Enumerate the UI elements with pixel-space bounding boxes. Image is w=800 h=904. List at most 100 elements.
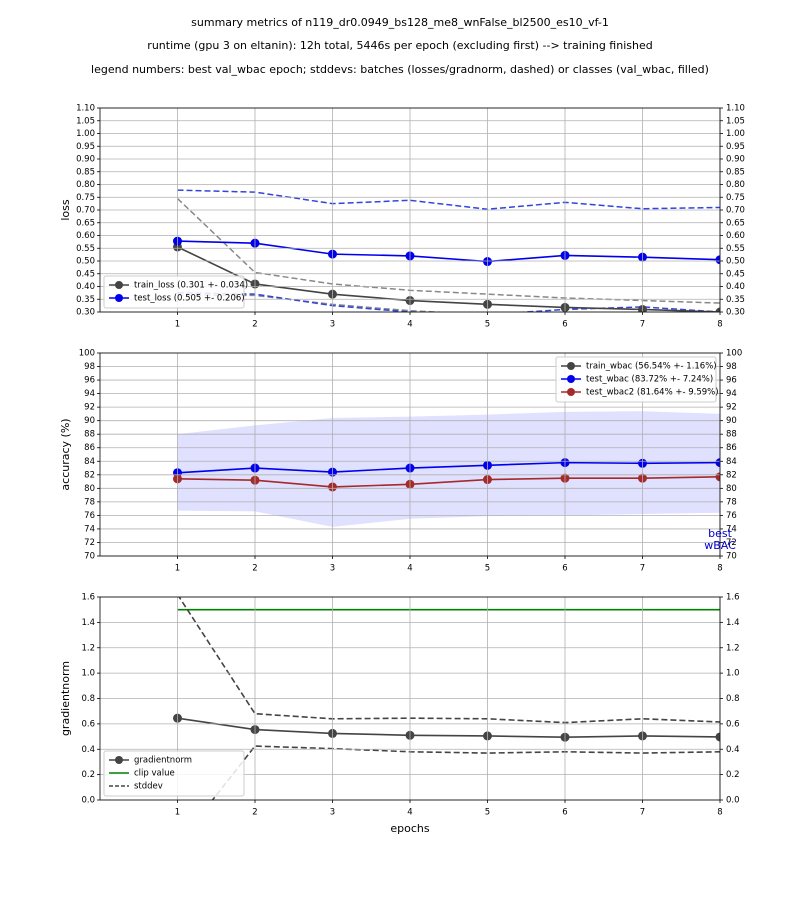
y-tick-label-right: 1.05	[726, 116, 745, 126]
legend-marker	[567, 362, 575, 370]
y-tick-label: 1.10	[76, 104, 95, 114]
y-tick-label: 0.40	[76, 282, 95, 292]
y-tick-label: 80	[84, 484, 95, 494]
y-tick-label-right: 88	[726, 430, 737, 440]
y-tick-label: 1.0	[81, 669, 95, 679]
y-tick-label: 0.0	[81, 796, 95, 806]
x-tick-label: 7	[640, 808, 645, 818]
title-line: legend numbers: best val_wbac epoch; std…	[91, 63, 709, 76]
series-line	[177, 246, 720, 312]
marker	[715, 732, 720, 742]
y-tick-label: 86	[84, 443, 95, 453]
y-tick-label: 0.8	[81, 694, 95, 704]
y-tick-label-right: 0.75	[726, 193, 745, 203]
y-tick-label-right: 94	[726, 389, 737, 399]
annotation: best	[708, 527, 732, 540]
axes-frame	[99, 352, 721, 557]
x-tick-label: 1	[175, 320, 180, 330]
legend-marker	[567, 375, 575, 383]
x-tick-label: 1	[175, 564, 180, 574]
x-tick-label: 8	[717, 564, 722, 574]
y-tick-label-right: 92	[726, 403, 737, 413]
y-tick-label-right: 0.35	[726, 295, 745, 305]
legend-box	[103, 750, 245, 797]
y-tick-label: 0.85	[76, 167, 95, 177]
y-tick-label-right: 0.50	[726, 257, 745, 267]
legend-box	[103, 275, 245, 309]
y-tick-label: 0.65	[76, 218, 95, 228]
y-tick-label-right: 98	[726, 362, 737, 372]
legend-label: train_wbac (56.54% +- 1.16%)	[586, 362, 717, 372]
y-tick-label-right: 70	[726, 552, 737, 562]
y-tick-label-right: 84	[726, 457, 737, 467]
y-tick-label: 90	[84, 416, 95, 426]
y-tick-label-right: 0.30	[726, 308, 745, 318]
x-tick-label: 7	[640, 564, 645, 574]
y-tick-label: 96	[84, 376, 95, 386]
y-tick-label: 82	[84, 470, 95, 480]
marker	[715, 255, 720, 265]
y-tick-label-right: 74	[726, 524, 737, 534]
std-line	[177, 189, 720, 210]
series-line	[177, 461, 720, 474]
y-tick-label-right: 0.90	[726, 155, 745, 165]
y-tick-label: 98	[84, 362, 95, 372]
x-tick-label: 4	[407, 564, 412, 574]
y-tick-label: 0.45	[76, 269, 95, 279]
legend-label: test_wbac2 (81.64% +- 9.59%)	[586, 388, 719, 398]
y-tick-label-right: 1.2	[726, 643, 740, 653]
y-tick-label-right: 100	[726, 349, 742, 359]
y-tick-label: 0.6	[81, 719, 95, 729]
y-tick-label: 0.70	[76, 206, 95, 216]
y-tick-label: 0.80	[76, 180, 95, 190]
y-tick-label-right: 0.2	[726, 770, 740, 780]
y-tick-label-right: 0.45	[726, 269, 745, 279]
y-tick-label-right: 78	[726, 497, 737, 507]
plot-area	[173, 597, 720, 800]
x-axis-label: epochs	[390, 822, 429, 835]
legend-marker	[115, 294, 123, 302]
y-tick-label: 72	[84, 538, 95, 548]
y-tick-label: 94	[84, 389, 95, 399]
y-tick-label-right: 82	[726, 470, 737, 480]
x-tick-label: 8	[717, 320, 722, 330]
x-tick-label: 4	[407, 808, 412, 818]
y-tick-label-right: 1.10	[726, 104, 745, 114]
y-tick-label: 74	[84, 524, 95, 534]
series-line	[211, 745, 720, 800]
y-tick-label: 78	[84, 497, 95, 507]
y-tick-label-right: 0.6	[726, 719, 740, 729]
y-tick-label: 0.50	[76, 257, 95, 267]
legend-label: stddev	[134, 782, 163, 792]
axes-frame	[99, 107, 721, 313]
legend-marker	[115, 281, 123, 289]
y-tick-label: 1.6	[81, 593, 95, 603]
annotation: wBAC	[704, 539, 736, 552]
y-axis-label: gradientnorm	[59, 661, 72, 736]
x-tick-label: 1	[175, 808, 180, 818]
y-tick-label: 0.60	[76, 231, 95, 241]
x-tick-label: 3	[330, 320, 335, 330]
legend-label: test_loss (0.505 +- 0.206)	[134, 294, 245, 304]
y-tick-label-right: 1.4	[726, 618, 740, 628]
y-tick-label: 0.30	[76, 308, 95, 318]
y-tick-label: 100	[79, 349, 95, 359]
std-line	[177, 294, 452, 312]
y-tick-label: 0.4	[81, 745, 95, 755]
y-tick-label-right: 0.55	[726, 244, 745, 254]
y-tick-label-right: 1.6	[726, 593, 740, 603]
y-tick-label-right: 0.70	[726, 206, 745, 216]
y-tick-label-right: 0.95	[726, 142, 745, 152]
y-tick-label: 1.00	[76, 129, 95, 139]
legend-box	[555, 356, 717, 403]
y-axis-label: accuracy (%)	[59, 418, 72, 490]
std-line	[176, 197, 720, 304]
series-line	[177, 717, 720, 738]
y-tick-label: 84	[84, 457, 95, 467]
title-line: runtime (gpu 3 on eltanin): 12h total, 5…	[147, 39, 652, 52]
legend-label: clip value	[134, 769, 175, 779]
std-band	[177, 411, 720, 527]
y-tick-label: 70	[84, 552, 95, 562]
y-tick-label: 1.4	[81, 618, 95, 628]
x-tick-label: 2	[252, 320, 257, 330]
